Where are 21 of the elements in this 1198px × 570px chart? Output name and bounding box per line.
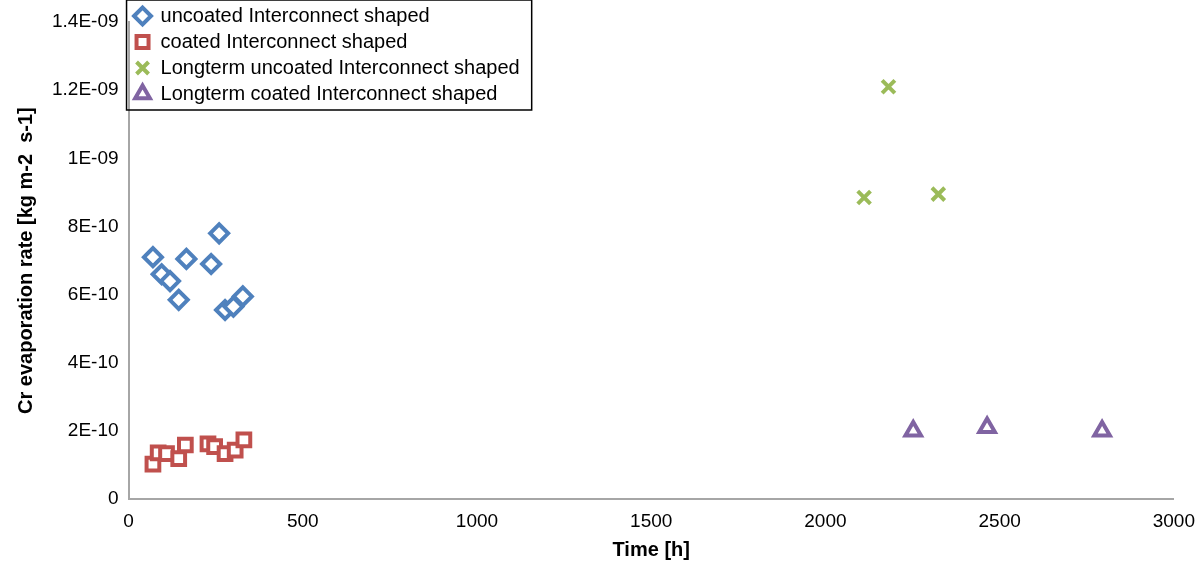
- x-tick-label: 0: [123, 509, 134, 531]
- legend-label: uncoated Interconnect shaped: [160, 3, 430, 26]
- y-tick-label: 0: [107, 487, 119, 509]
- y-tick-label: 4E-10: [67, 351, 119, 373]
- y-tick-label: 2E-10: [67, 419, 119, 441]
- y-tick-label: 6E-10: [67, 282, 119, 304]
- x-tick-label: 1000: [455, 509, 499, 531]
- y-tick-label: 1E-09: [67, 146, 119, 168]
- legend-label: Longterm uncoated Interconnect shaped: [160, 55, 520, 78]
- legend-label: Longterm coated Interconnect shaped: [160, 81, 498, 104]
- x-axis-title: Time [h]: [612, 537, 690, 560]
- y-tick-label: 1.2E-09: [52, 78, 119, 100]
- x-tick-label: 500: [286, 509, 319, 531]
- x-tick-label: 2000: [804, 509, 847, 531]
- y-tick-label: 1.4E-09: [52, 10, 119, 32]
- x-tick-label: 3000: [1152, 509, 1196, 531]
- y-axis-title: Cr evaporation rate [kg m-2 s-1]: [13, 107, 36, 414]
- legend-label: coated Interconnect shaped: [160, 29, 408, 52]
- y-tick-label: 8E-10: [67, 214, 119, 236]
- x-tick-label: 1500: [630, 509, 673, 531]
- x-tick-label: 2500: [978, 509, 1021, 531]
